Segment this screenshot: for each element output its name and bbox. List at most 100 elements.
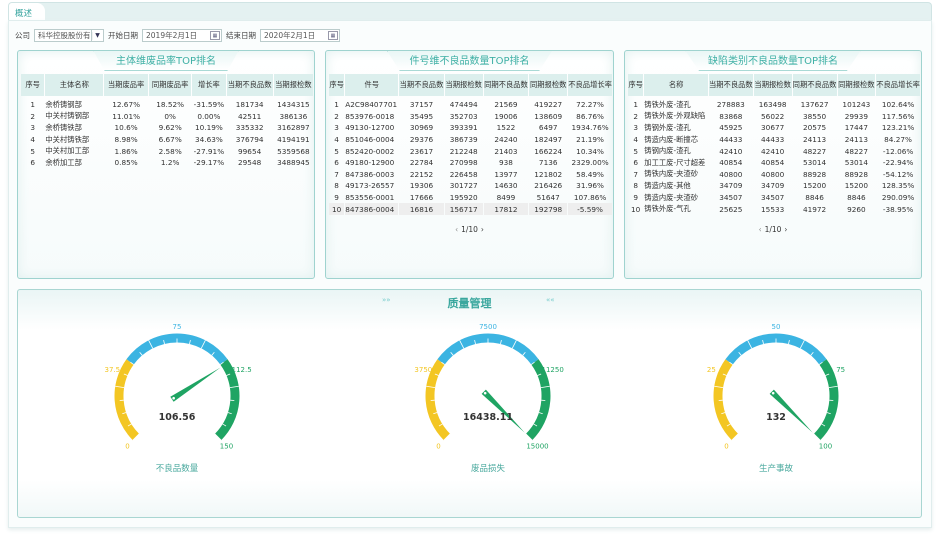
table-cell: 42511 [238, 111, 262, 121]
next-page-icon[interactable]: › [784, 225, 788, 234]
table-cell: 铸造内废-断撞芯 [644, 134, 698, 144]
table-cell: 6 [30, 158, 36, 168]
gauge: 0 3750 7500 11250 15000 16438.11 废品损失 [388, 320, 588, 515]
quality-management-panel: »» 质量管理 «« 0 37.5 75 112.5 150 106.56 不良品数量 0 37… [17, 289, 922, 518]
table-row[interactable]: 10 847386-0004 16816 156717 17812 192798 -5.59… [329, 203, 612, 215]
calendar-icon[interactable]: ▦ [210, 31, 220, 40]
column-header[interactable]: 当期报检数 [753, 74, 792, 96]
table-row[interactable]: 5 中关村加工部 1.86% 2.58% -27.91% 99654 5359568 [21, 145, 313, 157]
table-row[interactable]: 6 49180-12900 22784 270998 938 7136 2329.00% [329, 157, 612, 169]
prev-page-icon[interactable]: ‹ [455, 225, 459, 234]
table-row[interactable]: 3 余桥铸铁部 10.6% 9.62% 10.19% 335332 3162897 [21, 122, 313, 134]
table-cell: 41972 [802, 204, 827, 214]
gauge-tick [525, 433, 533, 441]
company-select[interactable]: 科华控股股份有| ▼ [34, 29, 104, 42]
gauge-tick [825, 373, 830, 376]
table-cell: 30677 [761, 123, 785, 133]
table-row[interactable]: 7 847386-0003 22152 226458 13977 121802 58.49% [329, 169, 612, 181]
calendar-icon[interactable]: ▦ [328, 31, 338, 40]
column-header[interactable]: 不良品增长率 [876, 74, 920, 96]
table-row[interactable]: 5 铸钢内废-渣孔 42410 42410 48227 48227 -12.06% [628, 145, 920, 157]
table-cell: 7 [334, 169, 339, 179]
table-row[interactable]: 4 中关村铸铁部 8.98% 6.67% 34.63% 376794 4194191 [21, 134, 313, 146]
start-date-input[interactable]: 2019年2月1日 ▦ [142, 29, 222, 42]
table-row[interactable]: 6 余桥加工部 0.85% 1.2% -29.17% 29548 3488945 [21, 157, 313, 169]
table-cell: 34709 [761, 181, 785, 191]
gauge-tick [826, 412, 831, 415]
table-cell: -29.17% [193, 158, 225, 168]
panel-part-defect-count: 件号维不良品数量TOP排名 ‹ 1/10 › 序号 件号 当期不良品数 当期报检数 同期不良… [325, 50, 614, 279]
column-header[interactable]: 当期不良品数 [399, 74, 444, 96]
column-header[interactable]: 件号 [345, 74, 399, 96]
table-row[interactable]: 10 铸铁外废-气孔 25625 15533 41972 9260 -38.95% [628, 203, 920, 215]
column-header[interactable]: 主体名称 [45, 74, 104, 96]
next-page-icon[interactable]: › [480, 225, 484, 234]
column-header[interactable]: 序号 [329, 74, 345, 96]
table-cell: 2329.00% [571, 158, 609, 168]
gauge-tick [714, 385, 724, 389]
table-row[interactable]: 2 853976-0018 35495 352703 19006 138609 86.76% [329, 111, 612, 123]
tab-overview[interactable]: 概述 [9, 3, 45, 21]
column-header[interactable]: 当期报检数 [444, 74, 483, 96]
table-row[interactable]: 9 铸造内废-夹渣砂 34507 34507 8846 8846 290.09% [628, 192, 920, 204]
table-row[interactable]: 9 853556-0001 17666 195920 8499 51647 107.86% [329, 192, 612, 204]
table-cell: 9260 [847, 204, 866, 214]
table-row[interactable]: 5 852420-0002 23617 212248 21403 166224 10.34% [329, 145, 612, 157]
page-indicator: 1/10 [461, 225, 478, 234]
table-cell: 34.63% [194, 135, 223, 145]
table-row[interactable]: 1 余桥铸钢部 12.67% 18.52% -31.59% 181734 1434315 [21, 99, 313, 111]
column-header[interactable]: 增长率 [192, 74, 226, 96]
table-cell: 8846 [805, 193, 824, 203]
table-cell: 35495 [409, 111, 434, 121]
table-cell: 11.01% [112, 111, 141, 121]
column-header[interactable]: 当期不良品数 [708, 74, 753, 96]
end-date-input[interactable]: 2020年2月1日 ▦ [260, 29, 340, 42]
table-row[interactable]: 1 铸铁外废-渣孔 278883 163498 137627 101243 102.64% [628, 99, 920, 111]
table-cell: 1 [334, 100, 339, 110]
column-header[interactable]: 同期报检数 [529, 74, 568, 96]
gauge-tick [533, 423, 538, 427]
table-row[interactable]: 7 铸铁内废-夹渣砂 40800 40800 88928 88928 -54.12% [628, 169, 920, 181]
table-cell: 余桥铸钢部 [45, 99, 82, 109]
table-cell: 0.00% [197, 111, 221, 121]
gauge-tick-label: 50 [772, 323, 781, 331]
table-cell: 5 [30, 146, 36, 156]
gauge-tick [441, 361, 445, 365]
column-header[interactable]: 序号 [21, 74, 45, 96]
panel-defect-category-count: 缺陷类别不良品数量TOP排名 ‹ 1/10 › 序号 名称 当期不良品数 当期报检数 同期不… [624, 50, 922, 279]
table-cell: 8846 [847, 193, 866, 203]
table-cell: 102.64% [881, 100, 915, 110]
table-cell: 15533 [761, 204, 785, 214]
table-cell: 40800 [719, 169, 743, 179]
table-row[interactable]: 3 49130-12700 30969 393391 1522 6497 1934.76% [329, 122, 612, 134]
table-cell: 40854 [761, 158, 785, 168]
column-header[interactable]: 同期废品率 [149, 74, 192, 96]
table-row[interactable]: 2 铸铁外废-外观缺陷 83868 56022 38550 29939 117.56% [628, 111, 920, 123]
table-row[interactable]: 6 加工工废-尺寸超差 40854 40854 53014 53014 -22.94% [628, 157, 920, 169]
column-header[interactable]: 当期报检数 [273, 74, 313, 96]
column-header[interactable]: 同期不良品数 [483, 74, 529, 96]
gauge-label: 不良品数量 [155, 464, 199, 474]
chevron-down-icon[interactable]: ▼ [91, 30, 103, 41]
table-cell: 中关村加工部 [45, 146, 90, 156]
table-cell: 20575 [802, 123, 827, 133]
gauge-tick [729, 361, 733, 365]
column-header[interactable]: 名称 [644, 74, 708, 96]
column-header[interactable]: 当期废品率 [104, 74, 149, 96]
column-header[interactable]: 序号 [628, 74, 644, 96]
table-row[interactable]: 3 铸钢外废-渣孔 45925 30677 20575 17447 123.21% [628, 122, 920, 134]
column-header[interactable]: 同期不良品数 [792, 74, 837, 96]
column-header[interactable]: 不良品增长率 [568, 74, 612, 96]
table-cell: 余桥加工部 [45, 157, 82, 167]
prev-page-icon[interactable]: ‹ [758, 225, 762, 234]
column-header[interactable]: 当期不良品数 [226, 74, 273, 96]
table-row[interactable]: 8 49173-26557 19306 301727 14630 216426 31.96% [329, 180, 612, 192]
table-row[interactable]: 1 A2C98407701 37157 474494 21569 419227 72.27% [329, 99, 612, 111]
table-row[interactable]: 4 铸造内废-断撞芯 44433 44433 24113 24113 84.27% [628, 134, 920, 146]
table-cell: 38550 [802, 111, 827, 121]
table-row[interactable]: 2 中关村铸钢部 11.01% 0% 0.00% 42511 386136 [21, 111, 313, 123]
column-header[interactable]: 同期报检数 [837, 74, 876, 96]
table-row[interactable]: 4 851046-0004 29376 386739 24240 182497 21.19% [329, 134, 612, 146]
table-row[interactable]: 8 铸造内废-其他 34709 34709 15200 15200 128.35% [628, 180, 920, 192]
table-cell: 49180-12900 [345, 158, 395, 168]
